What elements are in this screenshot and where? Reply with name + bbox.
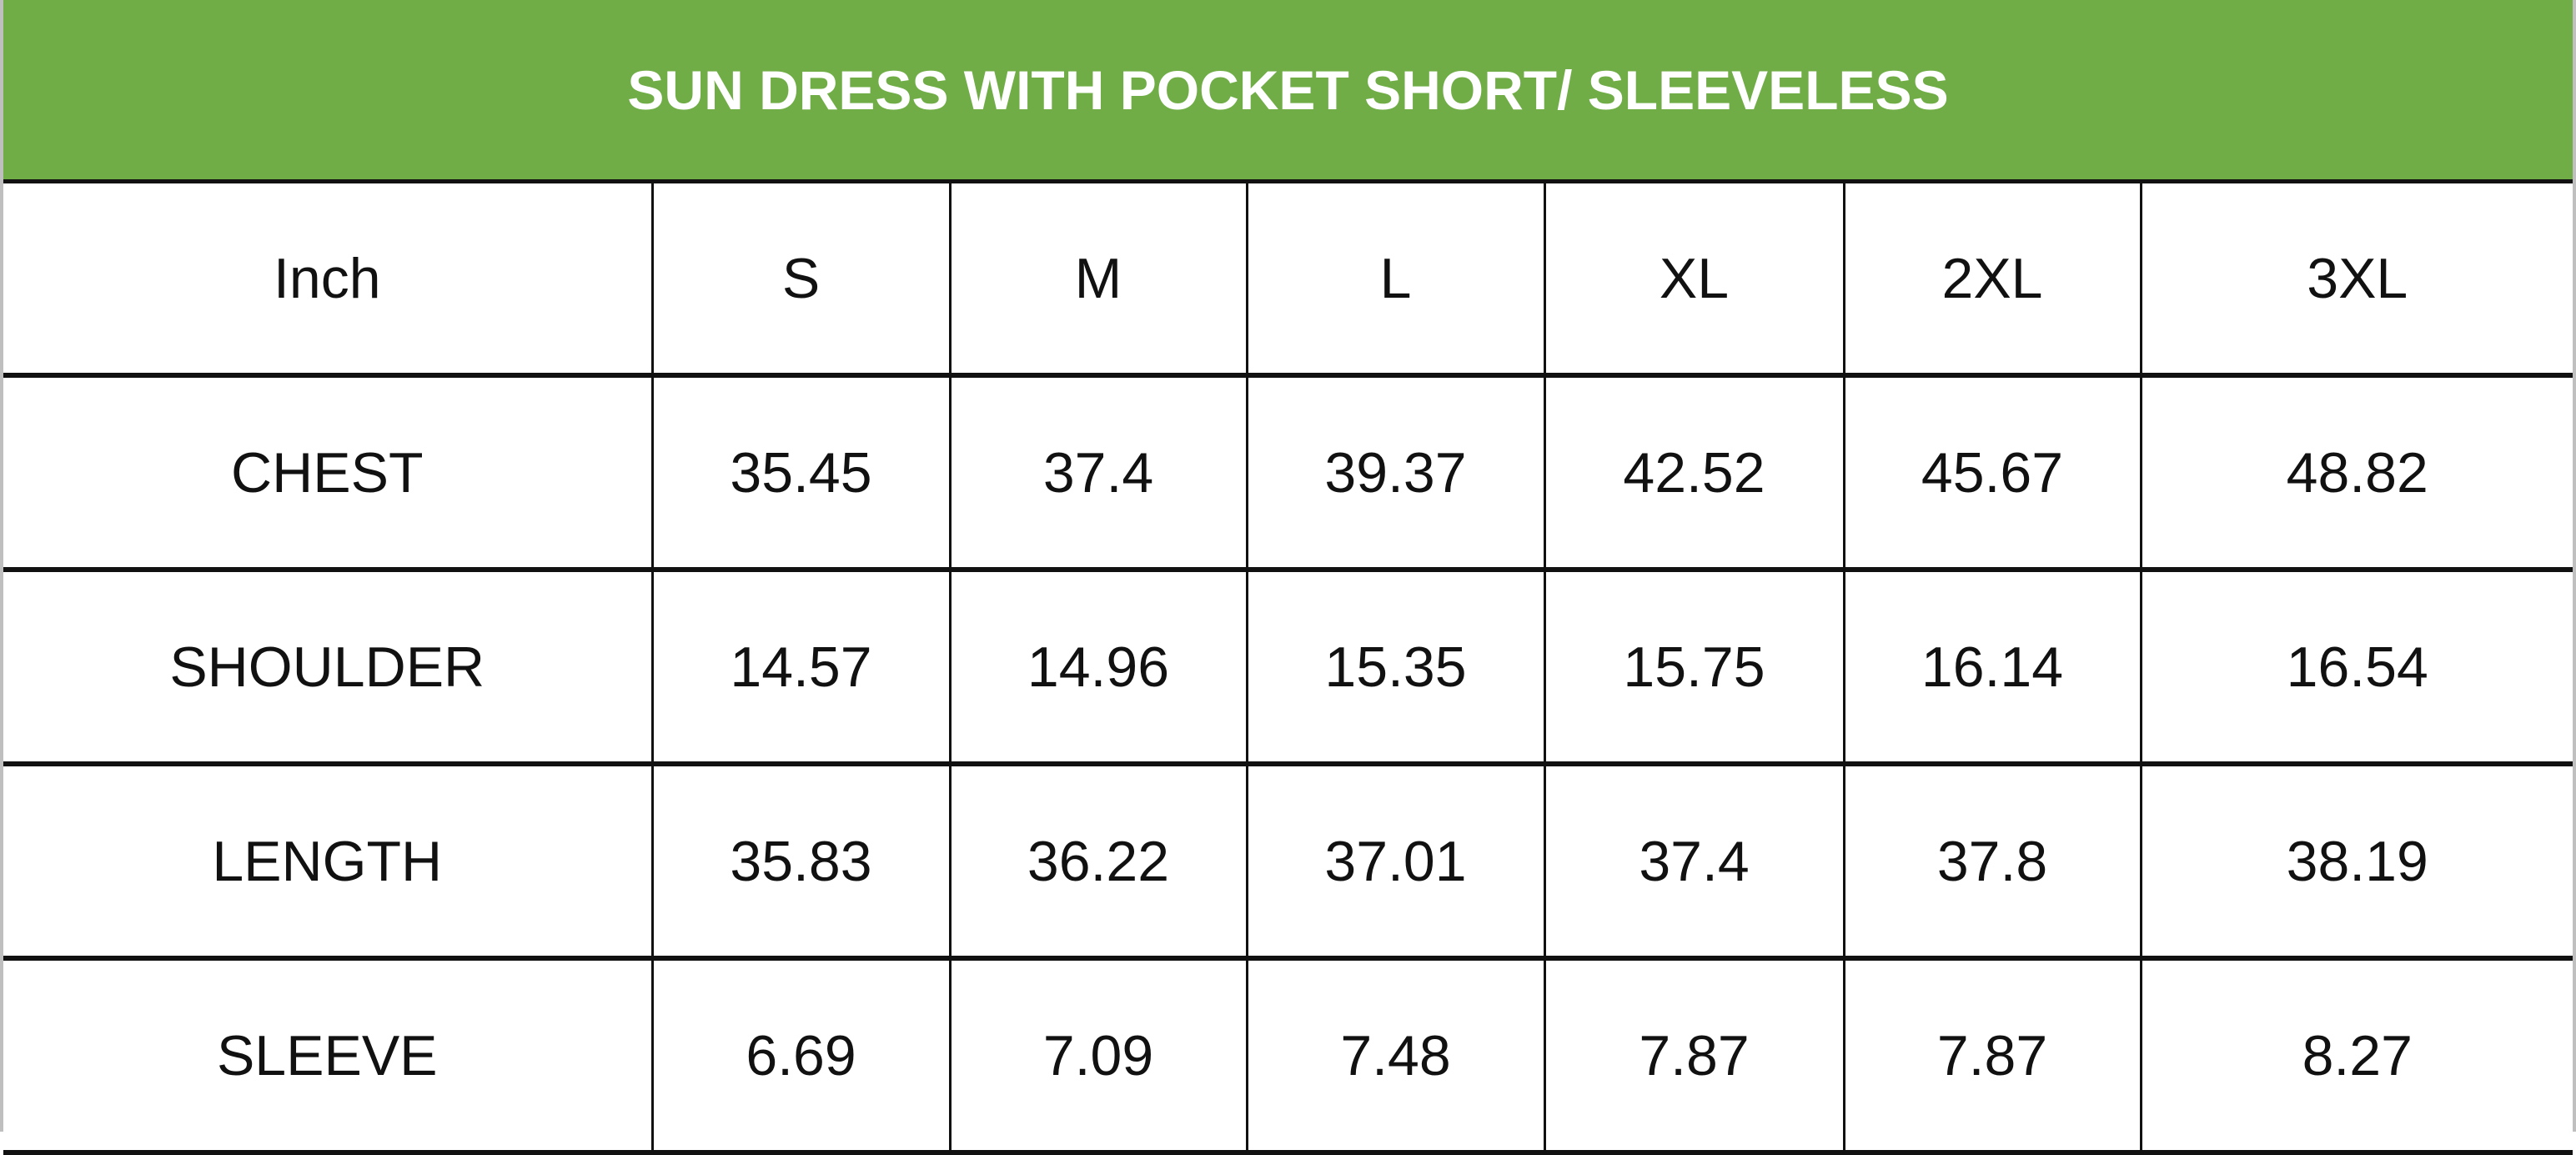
measurement-cell: 15.75 <box>1543 568 1845 766</box>
measurement-cell: 42.52 <box>1543 374 1845 572</box>
size-header: L <box>1245 183 1546 378</box>
measurement-cell: 7.87 <box>1842 957 2142 1155</box>
row-label: SHOULDER <box>3 568 654 766</box>
table-row: SLEEVE 6.69 7.09 7.48 7.87 7.87 8.27 <box>3 957 2573 1155</box>
measurement-cell: 16.14 <box>1842 568 2142 766</box>
measurement-cell: 37.4 <box>948 374 1248 572</box>
size-table: Inch S M L XL 2XL 3XL CHEST 35.45 37.4 39.37 42.52 4… <box>3 183 2573 1155</box>
measurement-cell: 35.83 <box>650 762 952 961</box>
measurement-cell: 35.45 <box>650 374 952 572</box>
size-header: 2XL <box>1842 183 2142 378</box>
measurement-cell: 48.82 <box>2139 374 2573 572</box>
measurement-cell: 45.67 <box>1842 374 2142 572</box>
measurement-cell: 37.4 <box>1543 762 1845 961</box>
table-row: LENGTH 35.83 36.22 37.01 37.4 37.8 38.19 <box>3 762 2573 961</box>
measurement-cell: 16.54 <box>2139 568 2573 766</box>
table-row: CHEST 35.45 37.4 39.37 42.52 45.67 48.82 <box>3 374 2573 572</box>
measurement-cell: 39.37 <box>1245 374 1546 572</box>
measurement-cell: 38.19 <box>2139 762 2573 961</box>
table-row: SHOULDER 14.57 14.96 15.35 15.75 16.14 16.54 <box>3 568 2573 766</box>
measurement-cell: 8.27 <box>2139 957 2573 1155</box>
measurement-cell: 14.96 <box>948 568 1248 766</box>
row-label: CHEST <box>3 374 654 572</box>
measurement-cell: 15.35 <box>1245 568 1546 766</box>
row-label: LENGTH <box>3 762 654 961</box>
header-row: Inch S M L XL 2XL 3XL <box>3 183 2573 378</box>
measurement-cell: 7.48 <box>1245 957 1546 1155</box>
measurement-cell: 7.87 <box>1543 957 1845 1155</box>
measurement-cell: 37.8 <box>1842 762 2142 961</box>
measurement-cell: 36.22 <box>948 762 1248 961</box>
size-header: 3XL <box>2139 183 2573 378</box>
measurement-cell: 37.01 <box>1245 762 1546 961</box>
measurement-cell: 7.09 <box>948 957 1248 1155</box>
size-header: S <box>650 183 952 378</box>
measurement-cell: 6.69 <box>650 957 952 1155</box>
row-label: SLEEVE <box>3 957 654 1155</box>
chart-title: SUN DRESS WITH POCKET SHORT/ SLEEVELESS <box>3 0 2573 183</box>
size-header: XL <box>1543 183 1845 378</box>
unit-label: Inch <box>3 183 654 378</box>
measurement-cell: 14.57 <box>650 568 952 766</box>
size-header: M <box>948 183 1248 378</box>
